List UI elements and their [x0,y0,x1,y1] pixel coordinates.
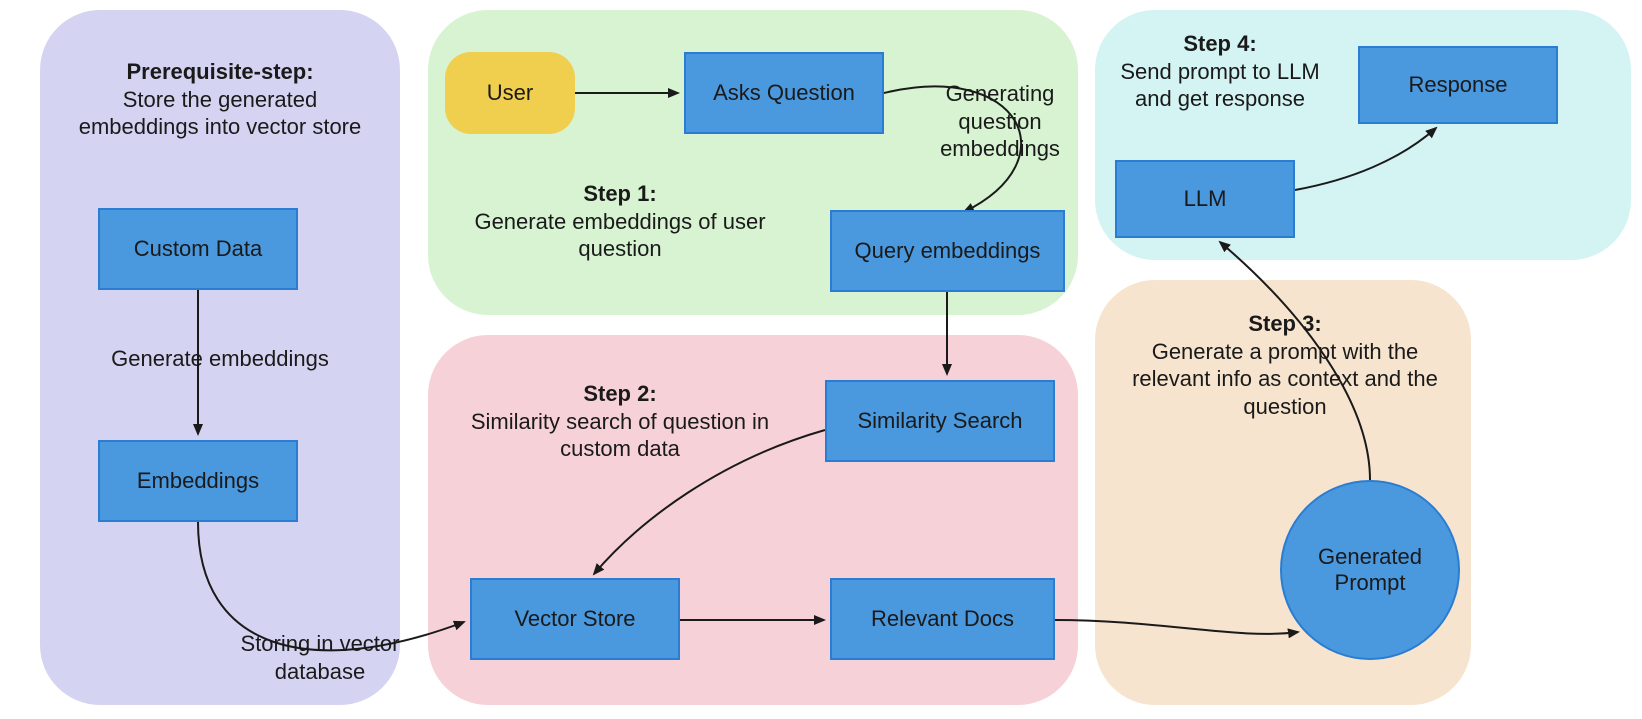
edge-label-storing-vector-db: Storing in vector database [205,630,435,685]
edge-label-generating-question-embeddings-text: Generating question embeddings [940,81,1060,161]
node-generated-prompt-label: Generated Prompt [1290,544,1450,597]
label-step4-title: Step 4: [1115,30,1325,58]
node-vector-store-label: Vector Store [514,606,635,632]
node-llm: LLM [1115,160,1295,238]
node-generated-prompt: Generated Prompt [1280,480,1460,660]
edge-label-generate-embeddings-text: Generate embeddings [111,346,329,371]
node-custom-data: Custom Data [98,208,298,290]
label-step4: Step 4: Send prompt to LLM and get respo… [1115,30,1325,113]
edge-label-generating-question-embeddings: Generating question embeddings [920,80,1080,163]
node-similarity-search-label: Similarity Search [857,408,1022,434]
label-step1-title: Step 1: [470,180,770,208]
edge-label-generate-embeddings: Generate embeddings [90,345,350,373]
node-custom-data-label: Custom Data [134,236,262,262]
node-user: User [445,52,575,134]
node-llm-label: LLM [1184,186,1227,212]
label-step1-body: Generate embeddings of user question [474,209,765,262]
label-prerequisite: Prerequisite-step: Store the generated e… [70,58,370,141]
label-step3: Step 3: Generate a prompt with the relev… [1130,310,1440,420]
label-step4-body: Send prompt to LLM and get response [1120,59,1319,112]
node-similarity-search: Similarity Search [825,380,1055,462]
node-embeddings-label: Embeddings [137,468,259,494]
node-user-label: User [487,80,533,106]
label-step2-body: Similarity search of question in custom … [471,409,769,462]
label-step2-title: Step 2: [470,380,770,408]
node-vector-store: Vector Store [470,578,680,660]
node-relevant-docs: Relevant Docs [830,578,1055,660]
label-step3-body: Generate a prompt with the relevant info… [1132,339,1438,419]
edge-label-storing-vector-db-text: Storing in vector database [241,631,400,684]
label-step2: Step 2: Similarity search of question in… [470,380,770,463]
node-response: Response [1358,46,1558,124]
label-step3-title: Step 3: [1130,310,1440,338]
node-query-embeddings: Query embeddings [830,210,1065,292]
node-asks-question-label: Asks Question [713,80,855,106]
label-step1: Step 1: Generate embeddings of user ques… [470,180,770,263]
node-embeddings: Embeddings [98,440,298,522]
label-prerequisite-body: Store the generated embeddings into vect… [79,87,362,140]
node-relevant-docs-label: Relevant Docs [871,606,1014,632]
label-prerequisite-title: Prerequisite-step: [70,58,370,86]
node-response-label: Response [1408,72,1507,98]
node-asks-question: Asks Question [684,52,884,134]
node-query-embeddings-label: Query embeddings [855,238,1041,264]
